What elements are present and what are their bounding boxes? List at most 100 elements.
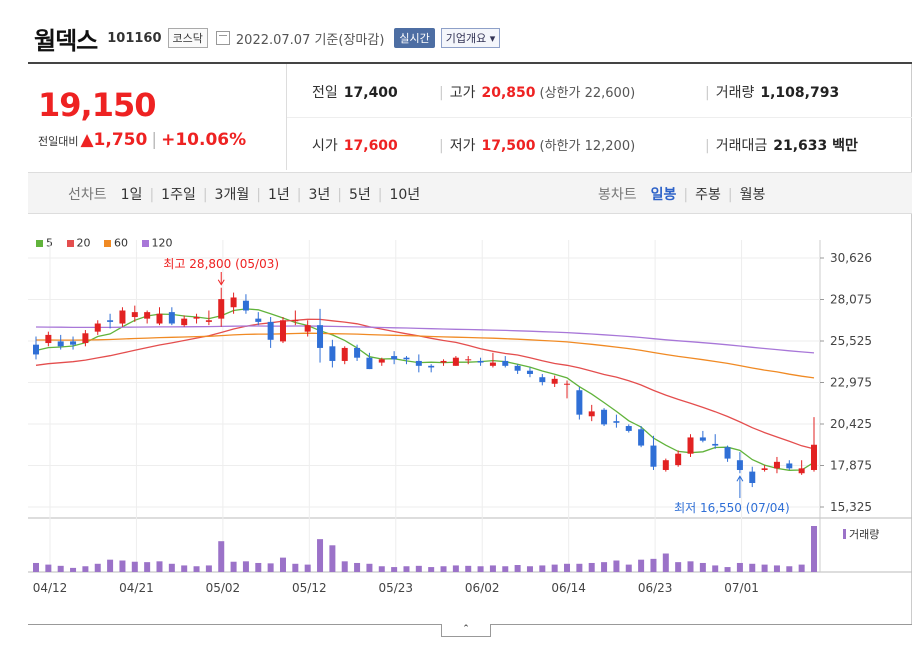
- stats-table: 전일 17,400 | 고가 20,850 (상한가 22,600) | 거래량 1,108…: [287, 64, 912, 170]
- candle-chart-group: 봉차트 일봉 | 주봉 | 월봉: [598, 187, 766, 203]
- line-chart-label: 선차트: [68, 187, 107, 203]
- y-tick-label: 17,875: [830, 459, 872, 473]
- x-tick-label: 06/14: [551, 581, 586, 595]
- candle-body: [341, 347, 348, 361]
- candle-body: [564, 383, 571, 385]
- period-5y[interactable]: 5년: [348, 187, 371, 203]
- volume-bar: [70, 567, 77, 572]
- high-label: 고가: [449, 85, 476, 101]
- legend-item-ma60: 60: [104, 236, 128, 250]
- y-tick-label: 22,975: [830, 376, 872, 390]
- x-tick-label: 05/23: [378, 581, 413, 595]
- period-3y[interactable]: 3년: [308, 187, 331, 203]
- stat-prev-close: 전일 17,400: [312, 82, 398, 102]
- candle-body: [292, 320, 299, 322]
- volume-bar: [329, 545, 336, 572]
- volume-bar: [230, 561, 237, 572]
- stat-volume: | 거래량 1,108,793: [705, 85, 840, 101]
- volume-bar: [94, 563, 101, 572]
- candle-body: [551, 378, 558, 384]
- candle-body: [539, 377, 546, 383]
- collapse-chevron-icon[interactable]: ⌃: [441, 624, 491, 637]
- candle-body: [255, 318, 262, 322]
- x-tick-label: 06/02: [465, 581, 500, 595]
- candle-body: [205, 320, 212, 322]
- candle-body: [168, 312, 175, 324]
- candle-body: [415, 360, 422, 366]
- stat-low: | 저가 17,500 (하한가 12,200): [439, 138, 636, 154]
- volume-bar: [279, 557, 286, 572]
- period-10y[interactable]: 10년: [389, 187, 421, 203]
- volume-bar: [675, 562, 682, 572]
- stock-code: 101160: [107, 30, 162, 46]
- candle-monthly[interactable]: 월봉: [739, 187, 766, 203]
- candle-body: [477, 360, 484, 363]
- period-1d[interactable]: 1일: [120, 187, 143, 203]
- volume-bar: [391, 567, 398, 572]
- period-bar: 선차트 1일 | 1주일 | 3개월 | 1년 | 3년 | 5년 | 10년 봉차트 일봉 | 주봉 | 월봉: [28, 172, 912, 214]
- legend-label-ma20: 20: [76, 236, 91, 250]
- company-info-dropdown[interactable]: 기업개요 ▾: [440, 28, 501, 48]
- y-tick-label: 25,525: [830, 334, 872, 348]
- volume-legend-label: 거래량: [849, 528, 879, 541]
- candle-body: [193, 317, 200, 319]
- volume-bar: [317, 539, 324, 572]
- candle-body: [181, 318, 188, 326]
- volume-bar: [366, 563, 373, 572]
- realtime-button[interactable]: 실시간: [394, 28, 435, 48]
- volume-bar: [82, 566, 89, 572]
- volume-bar: [378, 566, 385, 572]
- volume-bar: [502, 566, 509, 572]
- volume-bar: [712, 565, 719, 572]
- high-value: 20,850: [481, 85, 536, 101]
- ma60-line: [36, 332, 815, 379]
- candle-body: [662, 460, 669, 470]
- amount-value: 21,633 백만: [773, 138, 858, 154]
- period-1y[interactable]: 1년: [267, 187, 290, 203]
- candle-body: [107, 320, 114, 322]
- candle-body: [317, 325, 324, 348]
- candle-body: [601, 409, 608, 425]
- volume-bar: [168, 563, 175, 572]
- volume-bar: [218, 541, 225, 572]
- candle-body: [230, 297, 237, 308]
- volume-bar: [205, 565, 212, 572]
- candle-daily[interactable]: 일봉: [650, 187, 677, 203]
- low-label: 저가: [449, 138, 476, 154]
- period-3m[interactable]: 3개월: [214, 187, 250, 203]
- volume-bar: [798, 564, 805, 572]
- volume-bar: [477, 566, 484, 572]
- volume-value: 1,108,793: [760, 85, 840, 101]
- lower-limit: (하한가 12,200): [539, 139, 636, 154]
- candle-weekly[interactable]: 주봉: [695, 187, 721, 203]
- volume-bar: [255, 562, 262, 572]
- change-label: 전일대비: [38, 135, 79, 148]
- legend-swatch-ma5: [36, 239, 43, 247]
- candle-body: [736, 460, 743, 470]
- volume-bar: [156, 561, 163, 572]
- volume-bar: [724, 567, 731, 572]
- candle-body: [70, 341, 77, 345]
- legend-swatch-ma20: [66, 239, 74, 247]
- volume-bar: [514, 565, 521, 572]
- volume-bar: [761, 564, 768, 572]
- candle-body: [156, 313, 163, 324]
- legend-label-ma60: 60: [114, 236, 128, 250]
- candle-body: [786, 463, 793, 469]
- volume-bar: [613, 560, 620, 572]
- volume-bar: [650, 558, 657, 572]
- candle-body: [526, 370, 533, 374]
- candle-body: [218, 299, 225, 319]
- stats-row-2: 시가 17,600 | 저가 17,500 (하한가 12,200) | 거래대금 21,6…: [287, 117, 912, 170]
- panel-right-border: [911, 64, 912, 624]
- period-1w[interactable]: 1주일: [161, 187, 196, 203]
- volume-bar: [119, 560, 126, 572]
- volume-bar: [773, 565, 780, 572]
- candle-body: [45, 334, 52, 344]
- stock-header: 월덱스 101160 코스닥 2022.07.07 기준(장마감) 실시간 기업…: [34, 22, 501, 55]
- change-value: ▲1,750: [80, 130, 148, 150]
- volume-bar: [144, 562, 151, 572]
- date-text: 2022.07.07 기준(장마감): [235, 32, 385, 48]
- candle-body: [354, 347, 361, 358]
